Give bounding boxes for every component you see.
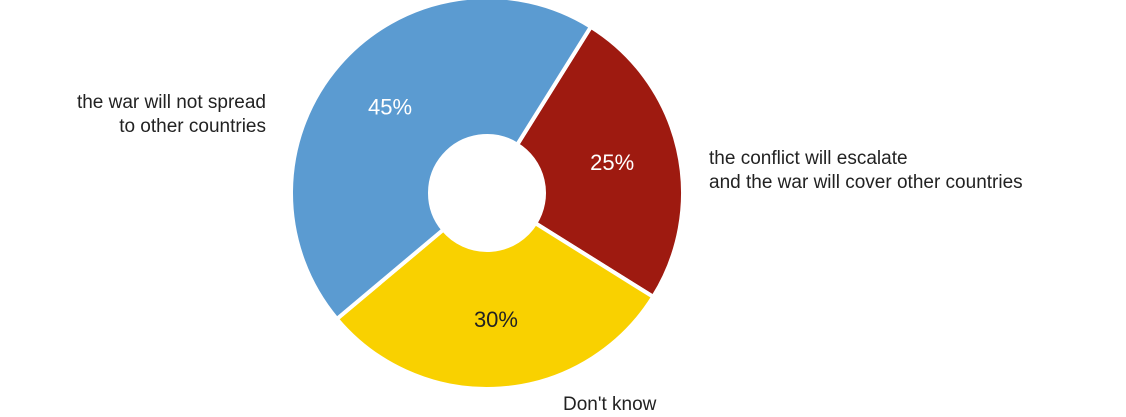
category-label-no-spread-line-2: to other countries	[119, 116, 266, 137]
value-label-no-spread: 45%	[368, 95, 412, 120]
category-label-escalate: the conflict will escalate and the war w…	[709, 147, 1023, 195]
value-label-escalate: 25%	[590, 150, 634, 175]
category-label-dont-know-line-1: Don't know	[563, 394, 657, 415]
slices-layer	[289, 0, 685, 391]
pie-slice-escalate	[515, 24, 685, 299]
category-label-no-spread: the war will not spread to other countri…	[77, 91, 266, 139]
category-label-escalate-line-2: and the war will cover other countries	[709, 172, 1023, 193]
value-labels-layer: 25% 30% 45%	[368, 95, 634, 332]
category-label-escalate-line-1: the conflict will escalate	[709, 148, 908, 169]
pie-slice-dont-know	[334, 221, 656, 391]
pie-slice-no-spread	[289, 0, 593, 321]
value-label-dont-know: 30%	[474, 307, 518, 332]
category-label-no-spread-line-1: the war will not spread	[76, 92, 266, 113]
category-label-dont-know: Don't know	[563, 393, 656, 417]
